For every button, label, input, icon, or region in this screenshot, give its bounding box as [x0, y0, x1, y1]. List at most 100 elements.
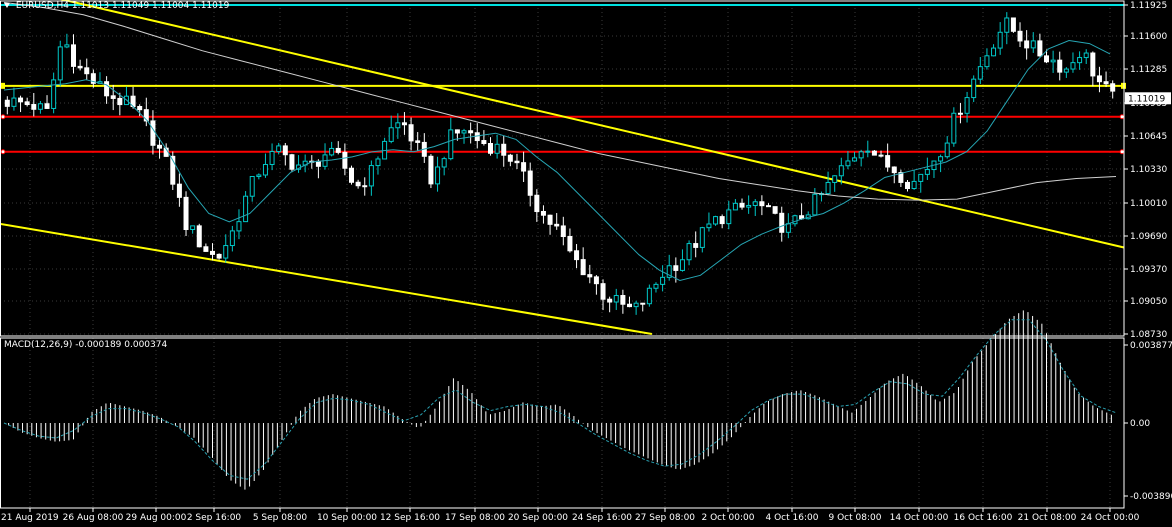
horizontal-levels[interactable]: [0, 4, 1126, 155]
candle-bear: [342, 151, 348, 169]
candle-bear: [507, 154, 513, 162]
level-anchor: [1119, 114, 1125, 120]
candle-bear: [905, 181, 910, 190]
candle-bear: [759, 201, 765, 207]
price-tick-label: 1.11600: [1130, 32, 1167, 42]
candle-bull: [64, 44, 70, 48]
candle-bull: [666, 265, 672, 278]
candle-bear: [501, 143, 507, 156]
candle-bear: [1037, 40, 1043, 57]
candle-bull: [1030, 40, 1036, 49]
candle-bear: [1010, 17, 1016, 32]
ohlc-values: 1.11013 1.11049 1.11004 1.11019: [71, 1, 230, 11]
candle-bear: [104, 81, 110, 97]
candle-bull: [706, 223, 712, 229]
candle-bear: [117, 97, 123, 106]
macd-header: MACD(12,26,9) -0.000189 0.000374: [4, 340, 167, 350]
candle-bull: [713, 216, 719, 225]
candle-bear: [183, 196, 189, 231]
candle-bear: [521, 162, 527, 172]
price-tick-label: 1.10645: [1130, 132, 1167, 142]
candle-bull: [223, 245, 229, 259]
candle-bull: [368, 165, 374, 187]
candle-bull: [1077, 57, 1083, 64]
candle-bull: [329, 147, 335, 156]
candle-bull: [633, 302, 639, 308]
time-axis[interactable]: 21 Aug 2019 26 Aug 08:00 29 Aug 00:00 2 Sep…: [1, 508, 1140, 523]
candle-bull: [375, 158, 381, 167]
time-tick-label: 2 Oct 00:00: [702, 513, 755, 523]
candle-bear: [355, 181, 361, 187]
candle-bear: [673, 265, 679, 271]
time-tick-label: 24 Sep 16:00: [572, 513, 632, 523]
symbol-header[interactable]: EURUSD,H4 1.11013 1.11049 1.11004 1.1101…: [4, 1, 229, 11]
time-tick-label: 12 Sep 16:00: [380, 513, 440, 523]
candle-bear: [428, 155, 434, 185]
candle-bull: [11, 97, 17, 107]
candle-bear: [282, 145, 288, 156]
candle-bull: [256, 174, 262, 178]
candle-bull: [997, 31, 1003, 49]
candle-bear: [44, 103, 50, 109]
candle-bull: [944, 142, 950, 158]
candle-bull: [924, 169, 930, 175]
level-anchor: [0, 114, 6, 120]
chevron-down-icon[interactable]: [4, 3, 10, 8]
candle-bear: [885, 155, 891, 168]
candle-bear: [143, 109, 149, 122]
macd-tick-label: 0.003877: [1130, 341, 1172, 351]
candle-bull: [792, 215, 798, 225]
candle-bear: [176, 183, 182, 198]
current-price-tag: [1125, 92, 1171, 105]
trendlines[interactable]: [0, 0, 1125, 335]
candle-bull: [911, 180, 917, 190]
level-anchor: [1119, 149, 1125, 155]
main-panel-border: [0, 0, 1125, 337]
price-tick-label: 1.09370: [1130, 265, 1167, 275]
grid-lines: [0, 4, 1124, 508]
candle-bear: [18, 97, 24, 103]
candle-bear: [534, 194, 540, 212]
candle-bull: [732, 202, 738, 211]
candle-bear: [4, 99, 10, 107]
candle-bear: [77, 65, 83, 69]
candle-bear: [454, 129, 460, 134]
candle-bear: [157, 144, 163, 149]
price-tick-label: 1.10010: [1130, 199, 1167, 209]
price-tick-label: 1.09690: [1130, 232, 1167, 242]
time-tick-label: 5 Sep 08:00: [253, 513, 308, 523]
candle-bull: [699, 227, 705, 248]
candle-bull: [951, 112, 957, 144]
candle-bear: [891, 166, 897, 174]
candle-bear: [527, 170, 533, 196]
candle-bear: [335, 147, 341, 153]
candle-bear: [547, 214, 553, 225]
macd-panel-border: [0, 337, 1125, 509]
candle-bear: [24, 101, 30, 106]
candle-bear: [362, 185, 368, 188]
candle-bull: [448, 129, 454, 160]
candle-bear: [1024, 40, 1030, 49]
candle-bull: [1004, 17, 1010, 33]
candle-bear: [587, 274, 593, 278]
candle-bear: [216, 253, 222, 259]
time-tick-label: 20 Sep 00:00: [508, 513, 568, 523]
candle-bear: [739, 202, 745, 208]
time-tick-label: 21 Oct 08:00: [1018, 513, 1077, 523]
candle-bear: [289, 154, 295, 170]
candle-bear: [1090, 52, 1096, 77]
candle-bear: [90, 73, 96, 84]
time-tick-label: 14 Oct 00:00: [890, 513, 949, 523]
time-tick-label: 17 Sep 08:00: [445, 513, 505, 523]
candle-bull: [269, 151, 275, 165]
candle-bear: [693, 243, 699, 248]
candle-bull: [852, 157, 858, 162]
candle-bear: [1017, 30, 1023, 42]
candle-bear: [957, 112, 963, 115]
price-axis[interactable]: 1.119251.116001.112851.109651.106451.103…: [1124, 1, 1172, 502]
candle-bull: [37, 103, 43, 110]
time-tick-label: 10 Sep 00:00: [317, 513, 377, 523]
macd-signal-line: [3, 319, 1117, 480]
candle-bull: [243, 195, 249, 223]
